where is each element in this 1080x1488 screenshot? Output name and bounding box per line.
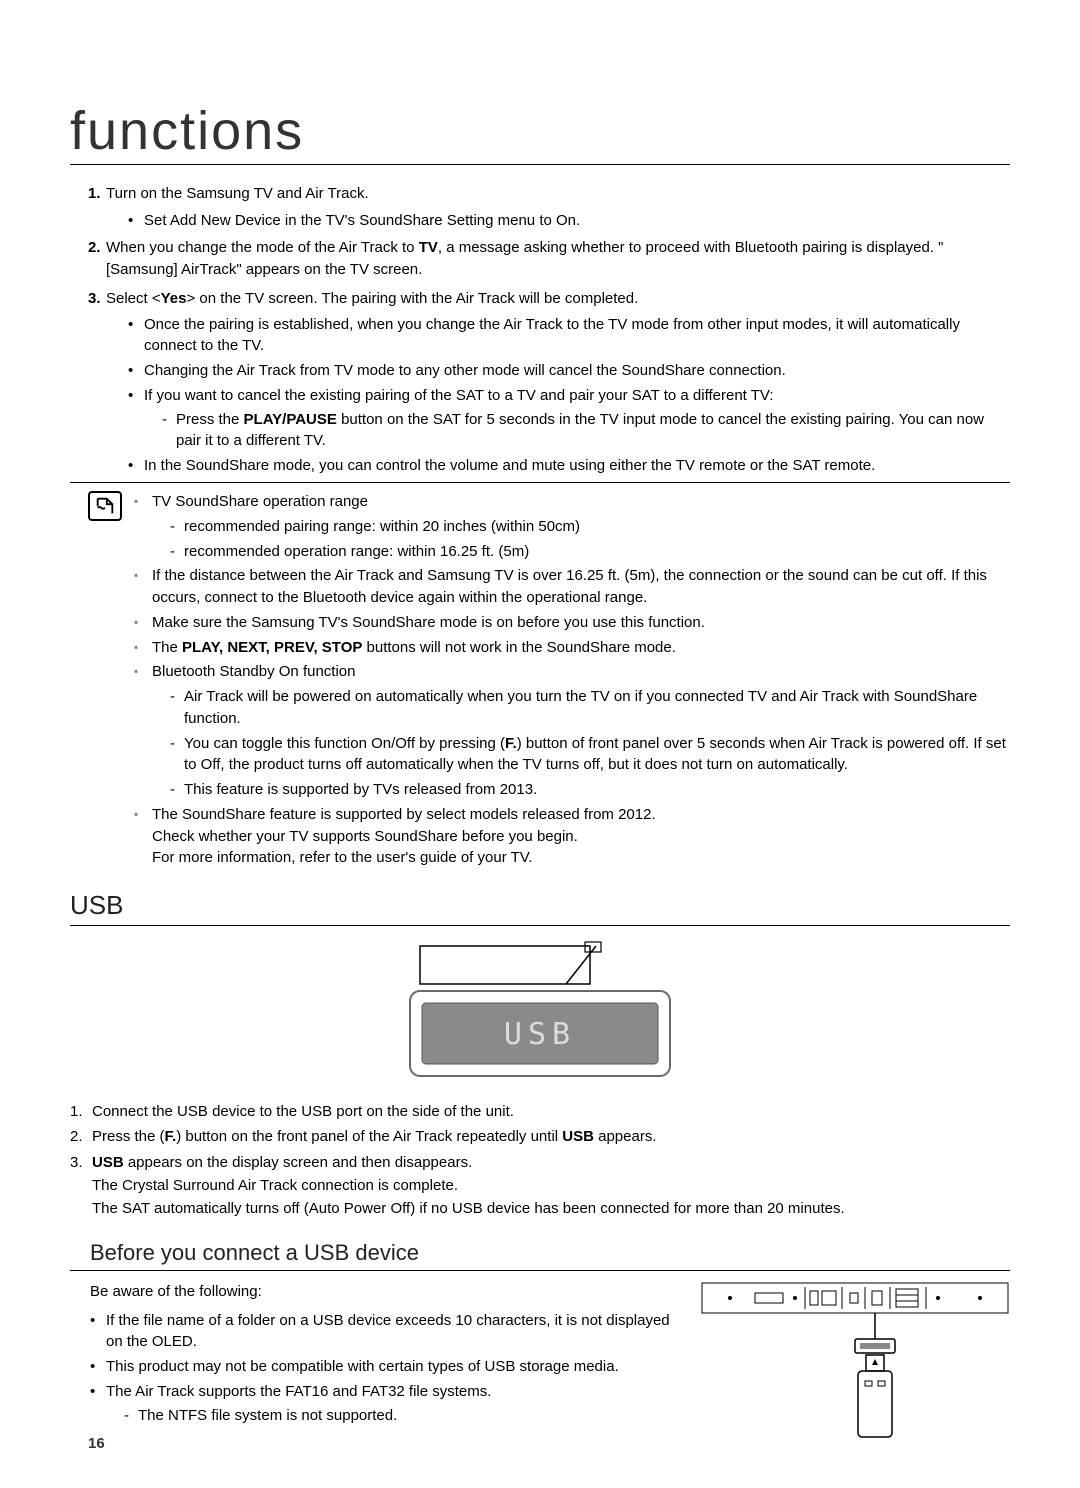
step-3: 3. Select <Yes> on the TV screen. The pa… xyxy=(88,288,1010,477)
usb-step-3-l2: The Crystal Surround Air Track connectio… xyxy=(92,1177,458,1194)
usb-port-diagram xyxy=(700,1281,1010,1456)
numbered-steps: 1. Turn on the Samsung TV and Air Track.… xyxy=(70,183,1010,476)
step-2-pre: When you change the mode of the Air Trac… xyxy=(106,239,419,256)
note-3: Make sure the Samsung TV's SoundShare mo… xyxy=(134,612,1010,634)
note-1-text: TV SoundShare operation range xyxy=(152,493,368,510)
usb-step-1-text: Connect the USB device to the USB port o… xyxy=(92,1103,514,1120)
usb-step-2-num: 2. xyxy=(70,1125,83,1148)
before-usb-section: Be aware of the following: If the file n… xyxy=(70,1281,1010,1456)
usb-step-2-bold2: USB xyxy=(562,1128,594,1145)
note-list: TV SoundShare operation range recommende… xyxy=(134,491,1010,872)
step-1-num: 1. xyxy=(88,183,101,206)
note-5-d2-pre: You can toggle this function On/Off by p… xyxy=(184,735,505,752)
step-3-b3d-pre: Press the xyxy=(176,411,244,428)
usb-step-3: 3. USB appears on the display screen and… xyxy=(70,1151,1010,1221)
note-5-d3: This feature is supported by TVs release… xyxy=(170,779,1010,801)
divider xyxy=(70,482,1010,483)
note-4-pre: The xyxy=(152,639,182,656)
step-3-bold: Yes xyxy=(161,290,187,307)
step-3-b2: Changing the Air Track from TV mode to a… xyxy=(128,360,1010,381)
usb-step-1: 1. Connect the USB device to the USB por… xyxy=(70,1100,1010,1123)
note-1-d2: recommended operation range: within 16.2… xyxy=(170,541,1010,563)
note-5-d1: Air Track will be powered on automatical… xyxy=(170,686,1010,730)
note-4-post: buttons will not work in the SoundShare … xyxy=(362,639,676,656)
step-1: 1. Turn on the Samsung TV and Air Track.… xyxy=(88,183,1010,231)
note-6: The SoundShare feature is supported by s… xyxy=(134,804,1010,869)
note-1: TV SoundShare operation range recommende… xyxy=(134,491,1010,562)
usb-step-2-mid: ) button on the front panel of the Air T… xyxy=(176,1128,562,1145)
before-b2: This product may not be compatible with … xyxy=(90,1356,676,1377)
note-5-text: Bluetooth Standby On function xyxy=(152,663,355,680)
before-b3-text: The Air Track supports the FAT16 and FAT… xyxy=(106,1383,491,1400)
note-6-text: The SoundShare feature is supported by s… xyxy=(152,806,656,823)
note-5-d2: You can toggle this function On/Off by p… xyxy=(170,733,1010,777)
note-2: If the distance between the Air Track an… xyxy=(134,565,1010,609)
usb-step-3-post: appears on the display screen and then d… xyxy=(124,1154,473,1171)
note-6-l3: For more information, refer to the user'… xyxy=(152,849,533,866)
step-1-text: Turn on the Samsung TV and Air Track. xyxy=(106,185,369,202)
note-4: The PLAY, NEXT, PREV, STOP buttons will … xyxy=(134,637,1010,659)
usb-steps: 1. Connect the USB device to the USB por… xyxy=(70,1100,1010,1220)
before-intro: Be aware of the following: xyxy=(90,1281,676,1304)
note-5: Bluetooth Standby On function Air Track … xyxy=(134,661,1010,801)
page-number: 16 xyxy=(88,1435,105,1452)
step-3-b3d-bold: PLAY/PAUSE xyxy=(244,411,337,428)
step-3-b3-text: If you want to cancel the existing pairi… xyxy=(144,387,774,404)
step-2-num: 2. xyxy=(88,237,101,260)
usb-display-figure: USB xyxy=(70,936,1010,1086)
usb-step-3-bold: USB xyxy=(92,1154,124,1171)
step-3-b4: In the SoundShare mode, you can control … xyxy=(128,455,1010,476)
step-1-sub: Set Add New Device in the TV's SoundShar… xyxy=(128,210,1010,231)
step-3-b3-dash: Press the PLAY/PAUSE button on the SAT f… xyxy=(162,409,1010,451)
usb-display-text: USB xyxy=(504,1017,576,1052)
step-3-num: 3. xyxy=(88,288,101,311)
before-usb-heading: Before you connect a USB device xyxy=(70,1222,1010,1271)
usb-step-3-l3: The SAT automatically turns off (Auto Po… xyxy=(92,1200,845,1217)
before-b3-d1: The NTFS file system is not supported. xyxy=(124,1405,676,1426)
step-3-b1: Once the pairing is established, when yo… xyxy=(128,314,1010,356)
step-2-bold: TV xyxy=(419,239,438,256)
usb-heading: USB xyxy=(70,872,1010,926)
note-4-bold: PLAY, NEXT, PREV, STOP xyxy=(182,639,362,656)
usb-step-3-num: 3. xyxy=(70,1151,83,1174)
note-1-d1: recommended pairing range: within 20 inc… xyxy=(170,516,1010,538)
note-icon xyxy=(88,491,122,521)
usb-step-1-num: 1. xyxy=(70,1100,83,1123)
page-title: functions xyxy=(70,100,1010,165)
usb-step-2: 2. Press the (F.) button on the front pa… xyxy=(70,1125,1010,1148)
step-3-post: > on the TV screen. The pairing with the… xyxy=(187,290,639,307)
before-b3: The Air Track supports the FAT16 and FAT… xyxy=(90,1381,676,1426)
note-5-d2-bold: F. xyxy=(505,735,517,752)
usb-step-2-post: appears. xyxy=(594,1128,657,1145)
step-3-pre: Select < xyxy=(106,290,161,307)
note-box: TV SoundShare operation range recommende… xyxy=(70,491,1010,872)
usb-step-2-pre: Press the ( xyxy=(92,1128,165,1145)
step-2: 2. When you change the mode of the Air T… xyxy=(88,237,1010,282)
note-6-l2: Check whether your TV supports SoundShar… xyxy=(152,828,578,845)
step-3-b3: If you want to cancel the existing pairi… xyxy=(128,385,1010,451)
before-b1: If the file name of a folder on a USB de… xyxy=(90,1310,676,1352)
usb-step-2-bold: F. xyxy=(165,1128,177,1145)
